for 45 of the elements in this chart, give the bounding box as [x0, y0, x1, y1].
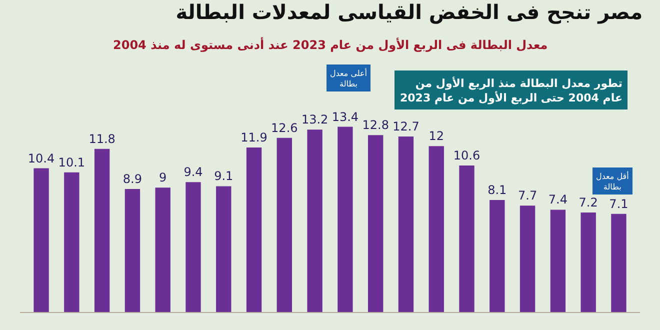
bar [490, 200, 505, 312]
data-label: 13.2 [301, 112, 328, 127]
data-label: 11.9 [240, 130, 268, 145]
bar [64, 172, 80, 312]
data-label: 10.1 [58, 155, 86, 170]
bar [276, 138, 292, 312]
data-label: 10.6 [453, 148, 480, 163]
annotation: أقل معدل بطالة [596, 171, 629, 192]
bar [580, 212, 596, 312]
bar [34, 168, 49, 312]
data-label: 9.1 [214, 169, 234, 184]
bar [428, 146, 444, 312]
bar [338, 126, 353, 312]
text: تطور معدل البطالة منذ الربع الأول من عام 2004 حتى الربع الأول من عام 2023 [400, 76, 622, 104]
data-label: 9 [159, 170, 167, 185]
bar [611, 214, 626, 312]
data-label: 12.8 [362, 118, 389, 132]
bar [124, 189, 140, 312]
data-label: 8.1 [488, 183, 507, 198]
data-label: 7.2 [578, 196, 598, 210]
data-label: 12.7 [392, 119, 420, 134]
data-label: 9.4 [184, 165, 203, 180]
text: أعلى معدل بطالة [330, 68, 368, 88]
data-label: 8.9 [122, 172, 142, 186]
bar [398, 136, 414, 312]
data-label: 7.7 [518, 188, 538, 203]
data-label: 11.8 [88, 132, 116, 146]
bar [246, 148, 262, 312]
data-label: 10.4 [28, 151, 55, 166]
bar [550, 210, 566, 312]
data-label: 7.1 [609, 196, 628, 211]
chart-title: مصر تنجح فى الخفض القياسى لمعدلات البطالة [176, 0, 643, 24]
bar [368, 135, 384, 312]
bar [216, 186, 232, 312]
bar [186, 182, 201, 312]
bar [520, 206, 536, 312]
data-label: 13.4 [332, 110, 359, 124]
data-label: 7.4 [548, 192, 568, 207]
bar [94, 148, 110, 312]
chart-subtitle: معدل البطالة فى الربع الأول من عام 2023 عند أدنى مستوى له منذ 2004 [113, 37, 548, 52]
bar [307, 130, 322, 312]
data-label: 12.6 [271, 120, 298, 135]
bar [459, 166, 474, 312]
bar [155, 188, 170, 312]
data-label: 12 [428, 129, 444, 144]
